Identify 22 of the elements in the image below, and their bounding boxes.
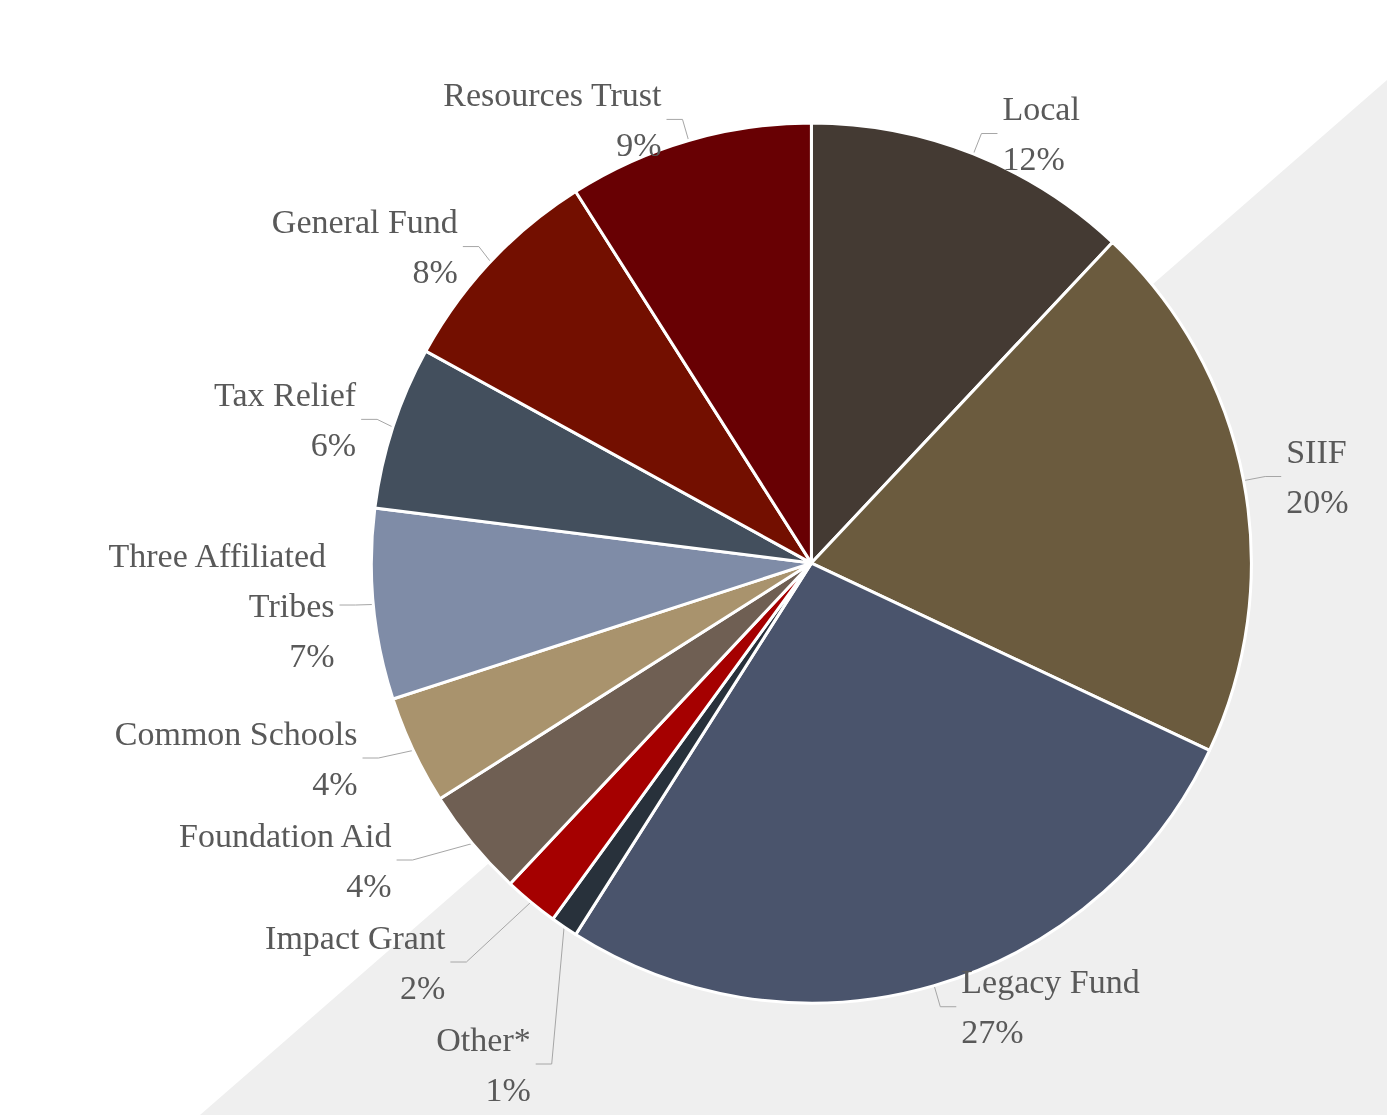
slice-label: Three Affiliated Tribes [108,536,335,624]
data-label: 1% [485,1070,531,1108]
data-label: 9% [616,125,662,163]
data-label: 8% [412,253,458,291]
slice-label: Other* [436,1020,531,1058]
data-label: 20% [1286,483,1349,520]
slice-label: Tax Relief [214,375,357,413]
data-label: 6% [310,425,357,463]
data-label: 7% [289,636,335,674]
slice-label: Legacy Fund [961,963,1140,1001]
data-label: 4% [346,866,392,904]
slice-label: Common Schools [114,714,358,752]
slice-label: Foundation Aid [179,816,392,854]
data-label: 2% [400,968,446,1006]
data-label: 4% [312,764,358,802]
data-label: 27% [961,1013,1024,1051]
slice-label: Local [1002,90,1080,128]
slice-label: Impact Grant [265,918,446,956]
slice-label: Resources Trust [443,75,663,113]
slice-label: SIIF [1286,433,1347,470]
data-label: 12% [1002,140,1065,178]
slice-label: General Fund [271,203,458,241]
